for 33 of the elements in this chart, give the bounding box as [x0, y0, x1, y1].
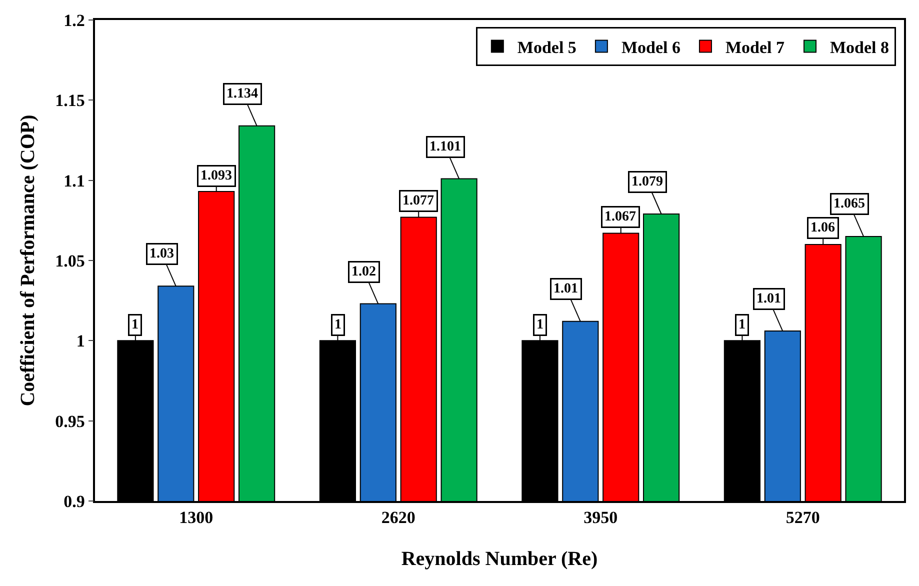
legend-label: Model 8 [830, 38, 890, 57]
data-label: 1 [132, 318, 138, 332]
data-label: 1.01 [554, 282, 578, 296]
y-tick-label: 1 [76, 332, 85, 351]
data-label: 1 [738, 318, 746, 332]
y-tick-label: 1.2 [64, 10, 85, 30]
legend-label: Model 6 [621, 38, 680, 57]
x-tick-label: 2620 [381, 508, 416, 528]
x-tick-label: 3950 [584, 508, 618, 528]
y-tick-label: 1.1 [64, 171, 85, 190]
data-label: 1.02 [352, 264, 376, 280]
y-tick-label: 0.9 [64, 492, 85, 511]
x-axis-title: Reynolds Number (Re) [401, 548, 598, 570]
legend-label: Model 5 [517, 38, 576, 57]
data-label: 1.01 [756, 292, 781, 306]
data-label: 1.077 [402, 194, 434, 208]
y-axis-title: Coefficient of Performance (COP) [17, 114, 40, 406]
y-tick-label: 1.15 [55, 91, 85, 110]
data-label: 1.079 [632, 174, 663, 190]
data-label: 1 [536, 318, 544, 332]
data-label: 1.067 [604, 210, 636, 224]
y-tick-label: 0.95 [55, 412, 85, 431]
data-label: 1 [334, 318, 342, 332]
x-tick-label: 1300 [179, 508, 214, 528]
x-tick-label: 5270 [786, 508, 820, 528]
data-label: 1.093 [200, 168, 232, 184]
data-label: 1.101 [430, 140, 461, 154]
data-label: 1.03 [150, 246, 174, 262]
data-label: 1.134 [226, 86, 258, 102]
y-tick-label: 1.05 [55, 251, 85, 270]
data-label: 1.06 [810, 220, 835, 236]
data-label: 1.065 [834, 196, 865, 212]
legend-label: Model 7 [725, 38, 785, 57]
